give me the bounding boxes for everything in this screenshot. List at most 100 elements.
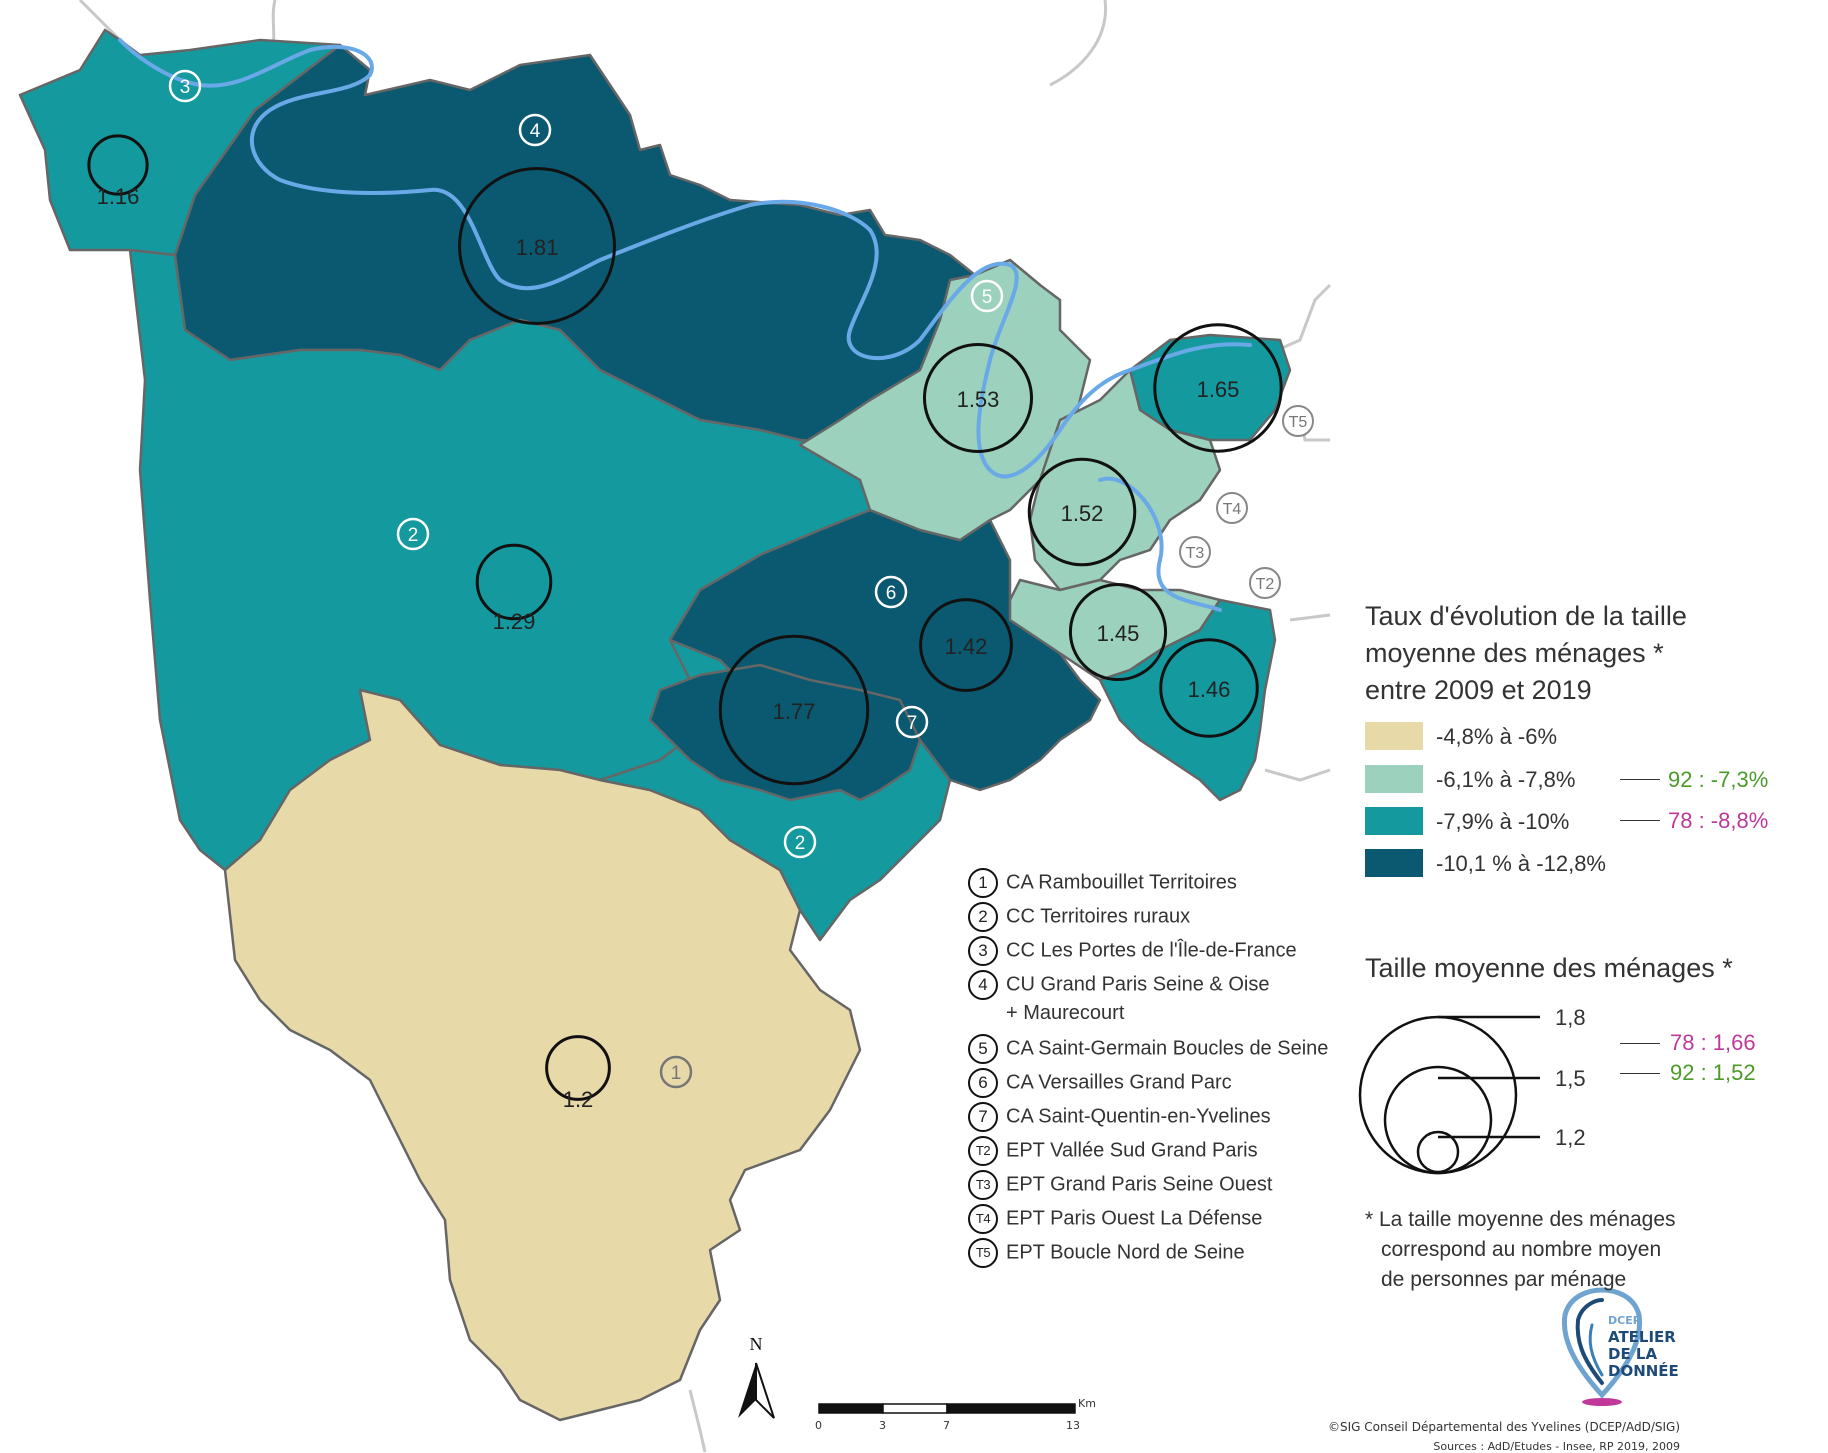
size-legend-title: Taille moyenne des ménages * xyxy=(1365,953,1733,983)
bubble-value-T3: 1.45 xyxy=(1097,621,1140,646)
bubble-T3 xyxy=(1068,582,1168,682)
logo: DCEP ATELIER DE LA DONNÉE xyxy=(1608,1314,1679,1380)
size-legend-circle-1-2 xyxy=(1416,1130,1460,1174)
territory-badge-6 xyxy=(874,575,908,609)
territory-badge-label: 7 xyxy=(907,713,918,734)
class-label: -7,9% à -10% xyxy=(1436,809,1570,834)
territory-badge-label: 2 xyxy=(408,525,419,546)
territory-5 xyxy=(798,258,1092,542)
swatch-class-0 xyxy=(1365,722,1423,750)
ept-badge-label: T3 xyxy=(1186,545,1205,562)
reference-92-size: 92 : 1,52 xyxy=(1670,1060,1756,1085)
epci-item: T3 EPT Grand Paris Seine Ouest xyxy=(968,1170,1272,1200)
territory-badge-label: 2 xyxy=(795,833,806,854)
size-value: 1,8 xyxy=(1555,1005,1586,1030)
territory-3 xyxy=(18,28,342,257)
size-value: 1,5 xyxy=(1555,1066,1586,1091)
swatch-class-3 xyxy=(1365,849,1423,877)
epci-item: 3 CC Les Portes de l'Île-de-France xyxy=(968,936,1297,966)
bubble-value-T5: 1.65 xyxy=(1197,377,1240,402)
territory-badge-label: 4 xyxy=(530,121,541,142)
logo-pin-icon xyxy=(1561,1287,1643,1406)
rate-legend-title: Taux d'évolution de la taille moyenne de… xyxy=(1365,601,1687,705)
ept-badge-T2 xyxy=(1249,567,1281,599)
scale-bar xyxy=(818,1403,1076,1414)
ept-badge-label: T4 xyxy=(1223,501,1242,518)
territory-T2 xyxy=(1098,598,1277,802)
size-value: 1,2 xyxy=(1555,1125,1586,1150)
size-legend-circle-1-8 xyxy=(1358,1015,1518,1175)
reference-78-rate: 78 : -8,8% xyxy=(1668,808,1769,833)
epci-item: 6 CA Versailles Grand Parc xyxy=(968,1068,1232,1098)
ept-badge-T5 xyxy=(1282,405,1314,437)
swatch-class-1 xyxy=(1365,765,1423,793)
bubble-4 xyxy=(458,167,616,325)
reference-line xyxy=(1620,1073,1660,1074)
ept-badge-T3 xyxy=(1179,536,1211,568)
reference-line xyxy=(1620,779,1660,780)
territory-badge-2 xyxy=(396,517,430,551)
territory-badge-label: 1 xyxy=(671,1063,682,1084)
epci-item: 1 CA Rambouillet Territoires xyxy=(968,868,1237,898)
bubble-5 xyxy=(922,342,1034,454)
epci-item: 2 CC Territoires ruraux xyxy=(968,902,1190,932)
class-label: -10,1 % à -12,8% xyxy=(1436,851,1606,876)
territory-badge-1 xyxy=(659,1055,693,1089)
epci-item: 4 CU Grand Paris Seine & Oise xyxy=(968,970,1269,1000)
territories xyxy=(18,28,1292,1422)
swatch-class-2 xyxy=(1365,807,1423,835)
bubble-value-1: 1.2 xyxy=(563,1087,594,1112)
ept-badge-T4 xyxy=(1216,492,1248,524)
territory-badge-label: 5 xyxy=(982,287,993,308)
north-arrow: N xyxy=(738,1334,775,1419)
reference-78-size: 78 : 1,66 xyxy=(1670,1030,1756,1055)
legend-swatches xyxy=(1365,722,1423,877)
credit-line: ©SIG Conseil Départemental des Yvelines … xyxy=(1327,1420,1680,1434)
bubble-layer: 1.16 1.81 1.53 1.65 1.52 1.29 1.42 1.45 1.77 1.46… xyxy=(87,134,1283,1112)
size-legend xyxy=(1358,1015,1540,1175)
scale-tick: 13 xyxy=(1066,1419,1080,1432)
territory-6 xyxy=(668,508,1102,792)
territory-badge-5 xyxy=(970,279,1004,313)
bubble-7 xyxy=(718,634,870,786)
bubble-value-6: 1.42 xyxy=(945,634,988,659)
reference-92-rate: 92 : -7,3% xyxy=(1668,767,1769,792)
bubble-2 xyxy=(475,543,553,621)
scale-unit: Km xyxy=(1078,1397,1096,1410)
scale-tick: 0 xyxy=(815,1419,822,1432)
bubble-T4 xyxy=(1027,457,1137,567)
bubble-value-3: 1.16 xyxy=(97,184,140,209)
epci-item-continuation: + Maurecourt xyxy=(1006,1002,1125,1024)
bubble-T5 xyxy=(1153,323,1283,453)
territory-badge-2 xyxy=(783,825,817,859)
bubble-3 xyxy=(87,134,149,196)
scale-tick: 7 xyxy=(943,1419,950,1432)
epci-item: 5 CA Saint-Germain Boucles de Seine xyxy=(968,1034,1328,1064)
scale-tick: 3 xyxy=(879,1419,886,1432)
reference-line xyxy=(1620,1043,1660,1044)
ept-badge-label: T2 xyxy=(1256,576,1275,593)
territory-badges: 3 4 5 2 6 7 2 1 xyxy=(168,69,1004,1089)
bubble-6 xyxy=(919,598,1013,692)
bubble-T2 xyxy=(1159,638,1259,738)
bubble-value-4: 1.81 xyxy=(516,235,559,260)
bubble-value-7: 1.77 xyxy=(773,699,816,724)
size-legend-circle-1-5 xyxy=(1383,1065,1493,1175)
epci-item: T5 EPT Boucle Nord de Seine xyxy=(968,1238,1245,1268)
sources-line: Sources : AdD/Etudes - Insee, RP 2019, 2… xyxy=(1433,1440,1680,1453)
territory-badge-7 xyxy=(895,705,929,739)
epci-item: 7 CA Saint-Quentin-en-Yvelines xyxy=(968,1102,1271,1132)
reference-line xyxy=(1620,820,1660,821)
epci-item: T4 EPT Paris Ouest La Défense xyxy=(968,1204,1262,1234)
bubble-value-5: 1.53 xyxy=(957,387,1000,412)
territory-badge-label: 6 xyxy=(886,583,897,604)
epci-item: T2 EPT Vallée Sud Grand Paris xyxy=(968,1136,1258,1166)
territory-7 xyxy=(648,663,922,802)
ept-badge-label: T5 xyxy=(1289,414,1308,431)
territory-badge-label: 3 xyxy=(180,77,191,98)
ept-badges: T5 T4 T3 T2 xyxy=(1179,405,1314,599)
territory-badge-3 xyxy=(168,69,202,103)
bubble-value-T2: 1.46 xyxy=(1188,677,1231,702)
bubble-value-T4: 1.52 xyxy=(1061,501,1104,526)
